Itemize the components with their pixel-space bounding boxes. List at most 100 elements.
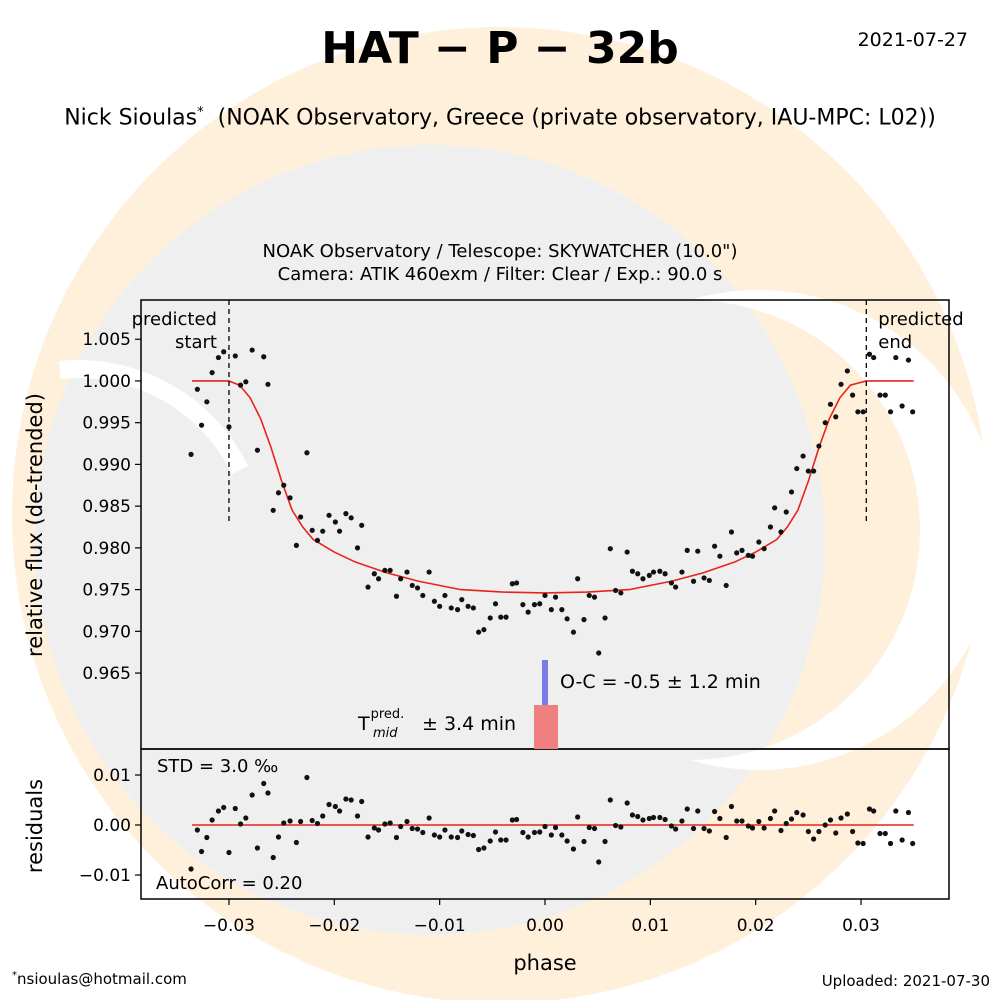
observer-name: Nick Sioulas (64, 105, 198, 131)
data-point (706, 577, 712, 584)
oc-bar (542, 660, 548, 705)
data-point (275, 490, 282, 496)
data-point (209, 817, 215, 823)
data-point (437, 834, 443, 840)
data-point (459, 597, 465, 603)
data-point (570, 629, 577, 635)
std-label: STD = 3.0 ‰ (157, 756, 278, 777)
data-point (243, 379, 249, 385)
data-point (297, 818, 304, 825)
data-point (336, 808, 343, 814)
data-point (866, 806, 873, 812)
data-point (293, 542, 299, 548)
date: 2021-07-27 (858, 29, 968, 51)
data-point (520, 602, 526, 608)
predicted-label: start (175, 332, 217, 353)
data-point (887, 840, 894, 847)
data-point (581, 838, 587, 845)
data-point (254, 447, 261, 453)
logo-background (12, 27, 999, 1000)
y-tick-label: 0.970 (82, 622, 131, 642)
autocorr-label: AutoCorr = 0.20 (156, 873, 302, 894)
data-point (371, 825, 377, 831)
data-point (855, 409, 861, 415)
x-tick-label: 0.03 (842, 916, 880, 936)
data-point (409, 825, 415, 832)
x-tick-label: −0.01 (414, 916, 466, 936)
data-point (232, 353, 238, 359)
data-point (404, 818, 410, 825)
data-point (646, 815, 652, 822)
data-point (215, 354, 222, 361)
data-point (261, 780, 267, 787)
data-point (359, 798, 365, 805)
data-point (811, 468, 817, 474)
data-point (309, 817, 315, 824)
data-point (476, 629, 482, 635)
data-point (575, 814, 581, 820)
y-axis-label: residuals (23, 779, 47, 873)
data-point (448, 834, 454, 840)
data-point (492, 601, 499, 607)
data-point (365, 584, 371, 590)
data-point (844, 811, 850, 817)
data-point (265, 381, 271, 387)
data-point (591, 594, 598, 600)
data-point (348, 515, 354, 521)
data-point (893, 808, 899, 814)
data-point (833, 830, 839, 836)
data-point (586, 824, 592, 831)
data-point (548, 832, 554, 838)
data-point (326, 512, 332, 518)
data-point (503, 837, 509, 843)
data-point (552, 824, 559, 831)
data-point (618, 824, 624, 830)
data-point (893, 354, 899, 361)
data-point (537, 829, 543, 835)
data-point (624, 800, 630, 806)
data-point (749, 553, 756, 559)
observer: Nick Sioulas* (NOAK Observatory, Greece … (30, 98, 970, 133)
data-point (668, 823, 675, 829)
data-point (871, 808, 877, 814)
data-point (481, 627, 487, 633)
data-point (332, 803, 338, 810)
data-point (465, 603, 471, 609)
data-point (237, 821, 244, 827)
data-point (548, 607, 554, 613)
tmid-bar (534, 705, 558, 749)
data-point (629, 568, 636, 574)
data-point (712, 808, 718, 815)
data-point (882, 392, 888, 398)
y-tick-label: −0.01 (79, 866, 131, 886)
data-point (607, 546, 613, 552)
data-point (612, 587, 619, 594)
data-point (375, 576, 382, 582)
data-point (513, 816, 520, 823)
data-point (871, 354, 877, 361)
data-point (448, 605, 454, 611)
data-point (728, 529, 735, 535)
data-point (431, 832, 437, 838)
data-point (249, 792, 255, 798)
data-point (509, 581, 515, 587)
data-point (442, 592, 448, 599)
data-point (354, 545, 361, 551)
x-tick-label: −0.02 (308, 916, 360, 936)
data-point (348, 797, 354, 803)
data-point (805, 468, 811, 474)
data-point (673, 826, 679, 832)
data-point (650, 569, 657, 575)
data-point (761, 546, 767, 552)
data-point (265, 790, 271, 796)
data-point (454, 607, 461, 613)
data-point (783, 509, 789, 515)
data-point (481, 845, 487, 851)
x-tick-label: −0.03 (203, 916, 255, 936)
data-point (723, 834, 729, 841)
x-axis-label: phase (513, 951, 576, 975)
data-point (454, 834, 461, 841)
data-point (860, 409, 866, 415)
data-point (695, 808, 701, 814)
data-point (581, 617, 587, 623)
